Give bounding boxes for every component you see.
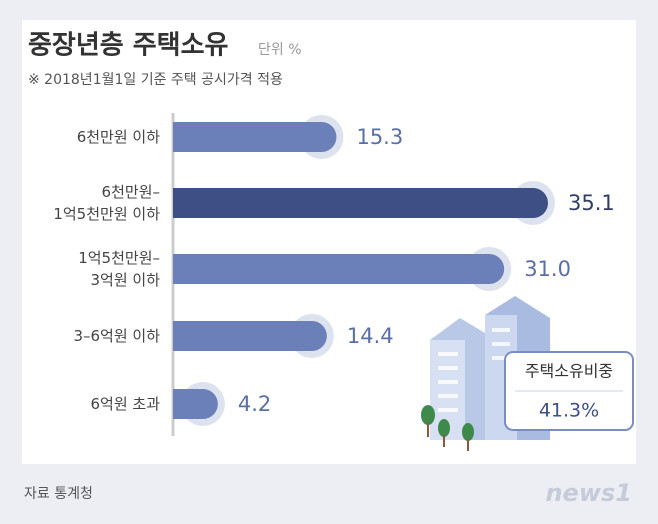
bar [173, 254, 505, 284]
callout-value: 41.3% [539, 400, 599, 422]
callout-label: 주택소유비중 [525, 362, 613, 381]
category-label: 6억원 초과 [90, 395, 160, 413]
category-label: 1억5천만원– 3억원 이하 [78, 249, 160, 289]
logo: news1 [545, 479, 632, 507]
value-label: 15.3 [356, 125, 403, 149]
unit: 단위 % [258, 42, 302, 58]
value-label: 35.1 [568, 191, 615, 215]
subtitle: ※ 2018년1월1일 기준 주택 공시가격 적용 [28, 72, 283, 88]
value-label: 31.0 [524, 257, 571, 281]
bar [173, 122, 337, 152]
bar [173, 389, 218, 419]
value-label: 14.4 [347, 324, 394, 348]
category-label: 3–6억원 이하 [73, 327, 160, 345]
category-label: 6천만원– 1억5천만원 이하 [53, 183, 160, 223]
source: 자료 통계청 [24, 486, 93, 502]
value-label: 4.2 [238, 392, 271, 416]
bar [173, 188, 548, 218]
bar [173, 321, 327, 351]
chart-title: 중장년층 주택소유 [28, 31, 228, 61]
category-label: 6천만원 이하 [77, 128, 161, 146]
